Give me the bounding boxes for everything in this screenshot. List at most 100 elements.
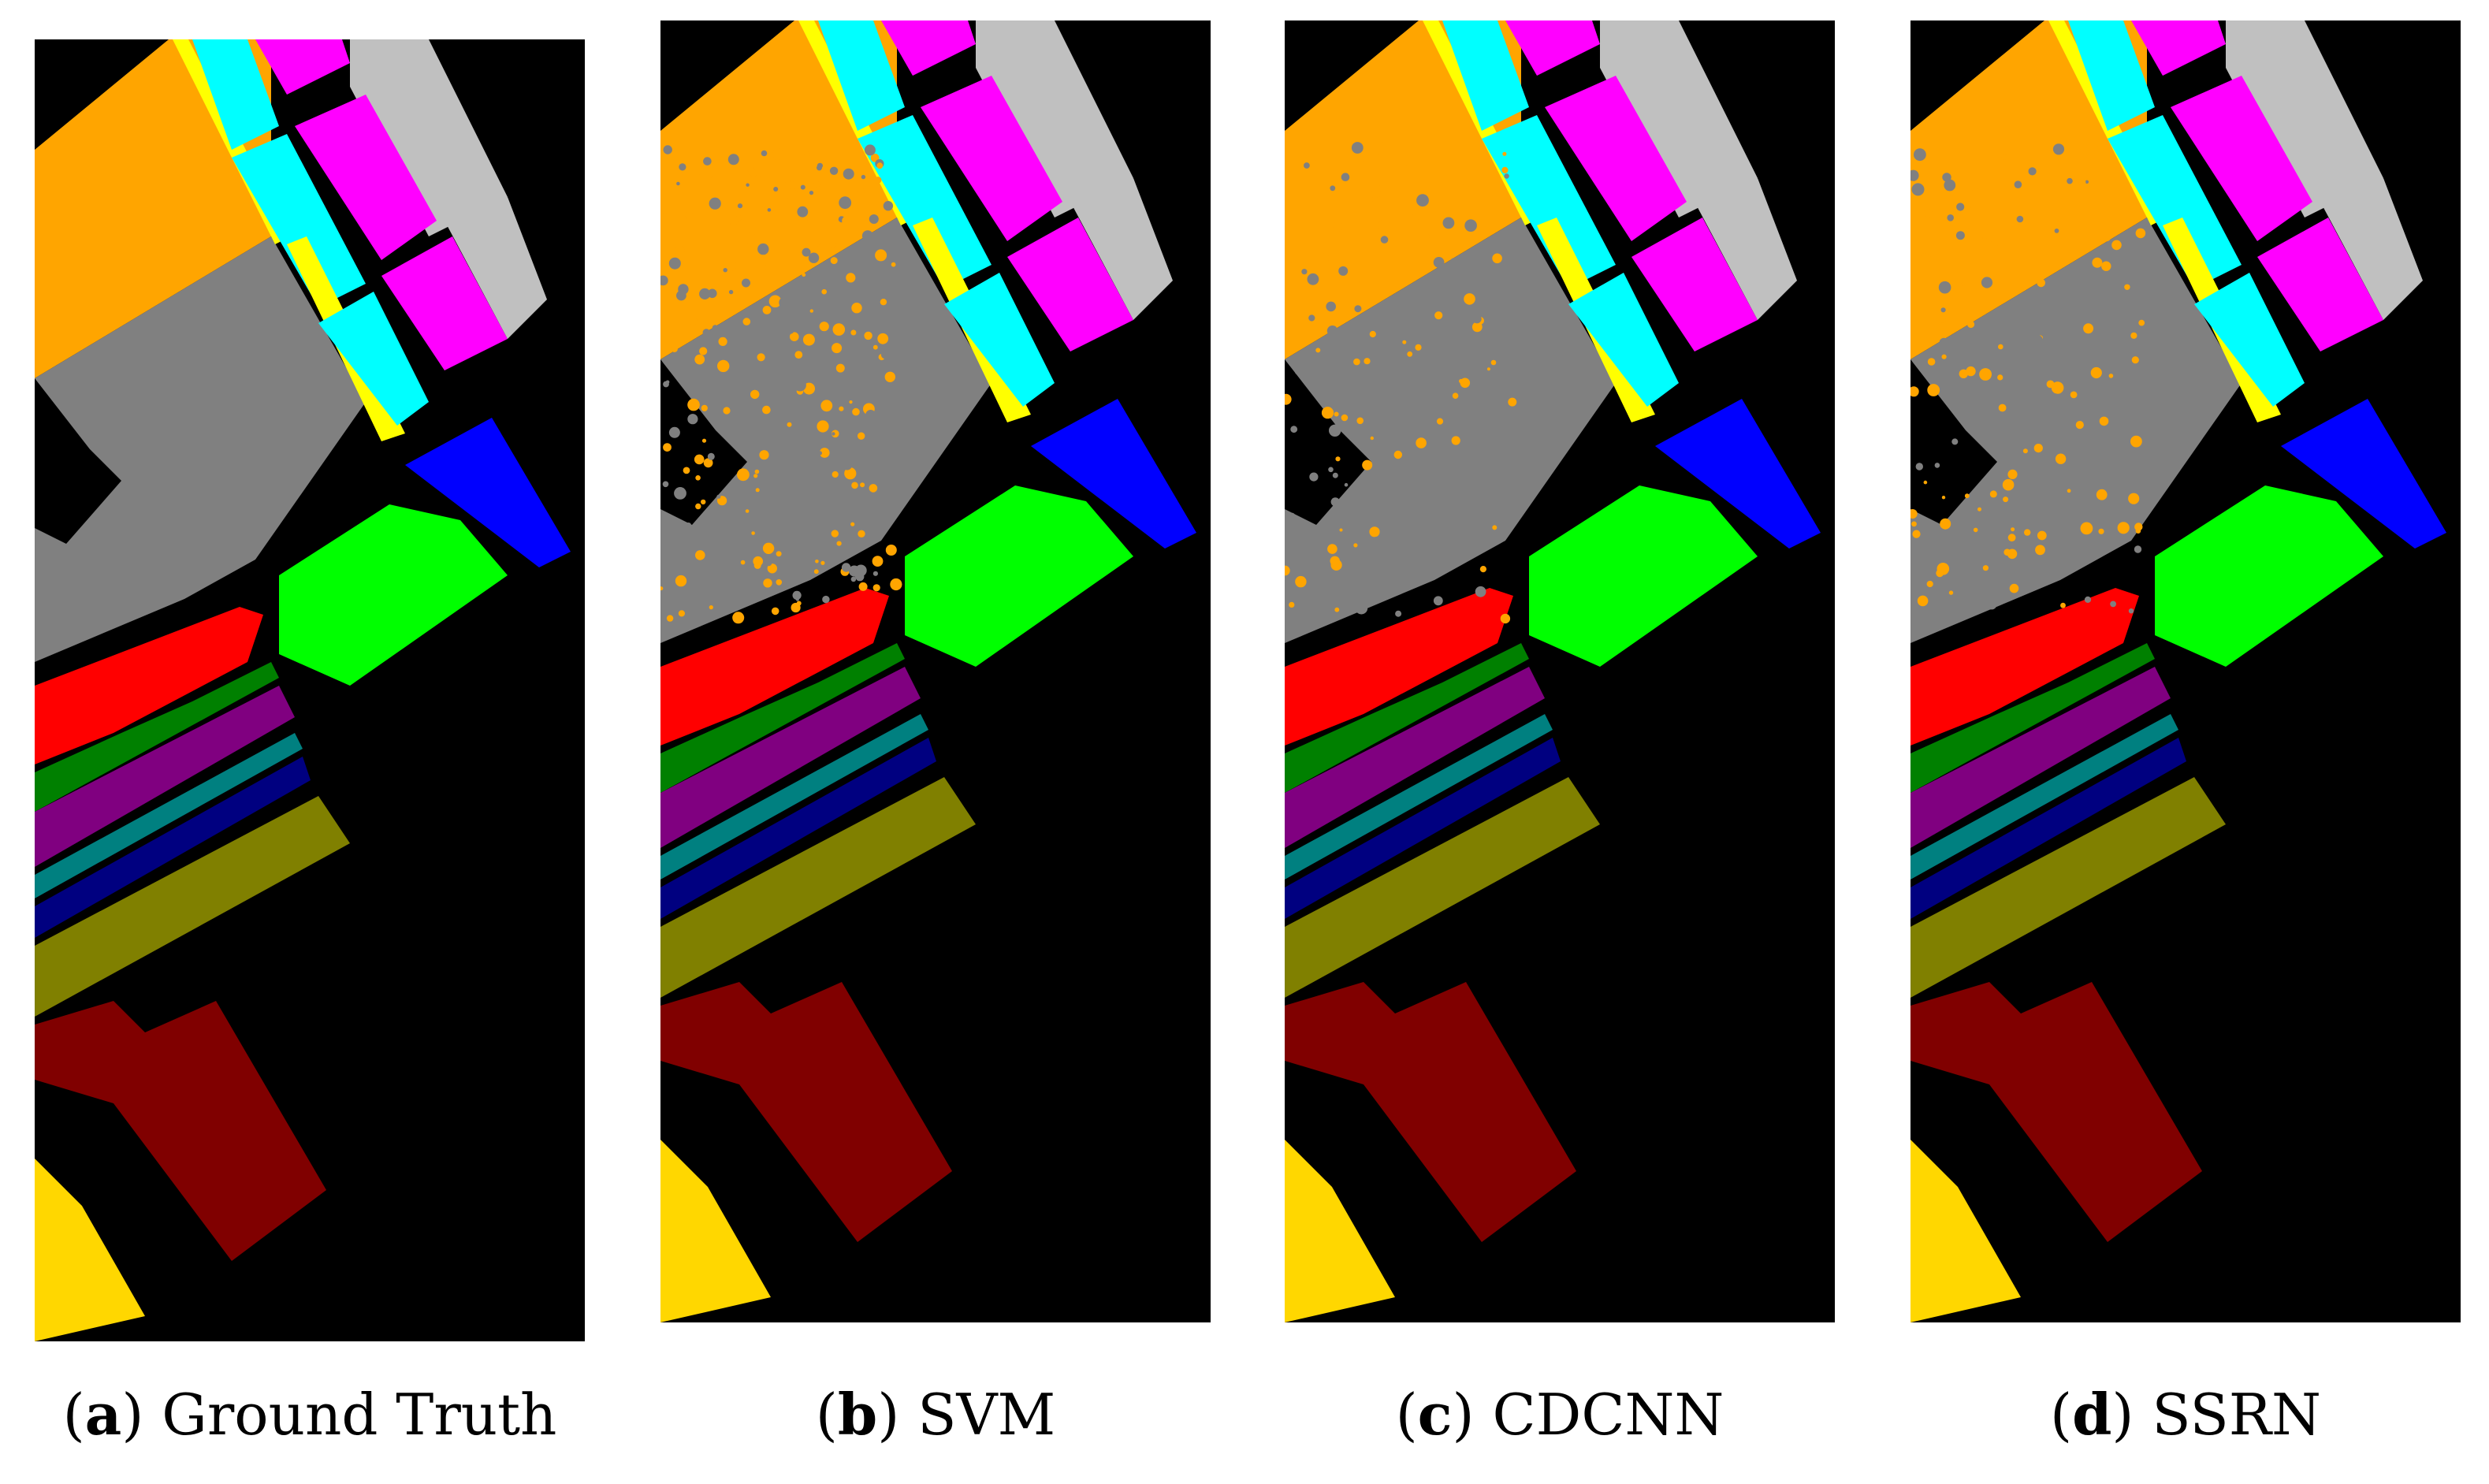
speckle (694, 454, 705, 465)
speckle (877, 333, 889, 344)
speckle (888, 477, 900, 489)
speckle (660, 604, 668, 614)
speckle (1452, 392, 1459, 400)
speckle (1910, 169, 1919, 181)
speckle (746, 348, 753, 356)
speckle (761, 150, 768, 157)
speckle (773, 187, 779, 192)
speckle (701, 378, 707, 385)
speckle (660, 275, 668, 286)
region-purple (35, 686, 295, 867)
speckle (1433, 257, 1445, 268)
speckle (709, 197, 721, 210)
map-ssrn (1910, 20, 2446, 1322)
speckle (1977, 507, 1981, 511)
region-purple (660, 667, 921, 848)
speckle (2078, 473, 2083, 479)
speckle (2135, 228, 2146, 239)
speckle (2038, 570, 2047, 578)
speckle (1962, 602, 1966, 606)
speckle (732, 546, 737, 551)
speckle (1914, 277, 1920, 282)
speckle (2111, 250, 2119, 257)
speckle (802, 333, 815, 346)
speckle (2001, 154, 2008, 160)
speckle (2037, 530, 2047, 541)
speckle (2108, 294, 2120, 307)
speckle (2128, 608, 2134, 614)
speckle (1285, 565, 1290, 576)
speckle (1504, 459, 1512, 467)
speckle (744, 232, 757, 244)
speckle (861, 174, 866, 180)
caption-label: c (1417, 1381, 1453, 1448)
speckle (712, 325, 719, 331)
region-lightgray-2 (445, 197, 547, 339)
speckle (860, 482, 865, 488)
speckle (787, 422, 792, 427)
speckle (852, 407, 860, 416)
speckle (1471, 322, 1483, 333)
speckle (732, 612, 745, 624)
speckle (1290, 426, 1298, 433)
speckle (1369, 330, 1376, 338)
speckle (808, 252, 820, 263)
speckle (2003, 497, 2009, 503)
region-magenta-3 (1631, 218, 1758, 351)
speckle (678, 610, 685, 617)
region-blue (1031, 399, 1196, 549)
speckle (750, 389, 760, 400)
map-ground-truth (35, 39, 571, 1341)
speckle (2010, 368, 2022, 381)
speckle (2003, 549, 2011, 556)
speckle (776, 551, 782, 557)
region-gray (35, 236, 366, 662)
speckle (2024, 306, 2037, 318)
speckle (1330, 497, 1340, 507)
speckle (763, 419, 776, 433)
speckle (717, 359, 730, 373)
speckle (1936, 569, 1944, 578)
speckle (836, 541, 842, 546)
panel-svm (660, 20, 1211, 1322)
speckle (1392, 495, 1397, 500)
speckle (1979, 368, 1992, 381)
speckle (1371, 196, 1378, 203)
speckle (850, 512, 858, 520)
region-gold (1910, 1140, 2021, 1322)
speckle (819, 448, 830, 458)
speckle (794, 351, 803, 359)
speckle (675, 575, 687, 587)
speckle (2134, 523, 2143, 531)
speckle (1509, 332, 1522, 345)
speckle (694, 354, 705, 365)
speckle (1923, 208, 1933, 218)
speckle (660, 525, 668, 533)
speckle (1911, 183, 1925, 196)
speckle (2096, 489, 2108, 500)
speckle (695, 550, 705, 560)
speckle (1504, 173, 1509, 179)
speckle (726, 260, 737, 271)
region-olive (660, 777, 976, 998)
speckle (759, 450, 769, 460)
speckle (820, 400, 833, 412)
region-lightgray-1 (350, 39, 508, 236)
speckle (1449, 301, 1460, 311)
speckle (795, 597, 799, 601)
region-lightgray-1 (1600, 20, 1758, 218)
region-magenta-3 (381, 236, 508, 370)
region-green (2155, 485, 2383, 667)
speckle (2084, 596, 2092, 604)
region-magenta-1 (1505, 20, 1600, 76)
region-olive (35, 796, 350, 1017)
region-gray (1285, 218, 1616, 643)
region-gray (1910, 218, 2242, 643)
region-orange (35, 39, 271, 378)
speckle (753, 262, 766, 274)
speckle (817, 451, 822, 456)
region-gold (660, 1140, 771, 1322)
speckle (1326, 325, 1338, 337)
region-green (1529, 485, 1758, 667)
speckle (1938, 281, 1951, 294)
